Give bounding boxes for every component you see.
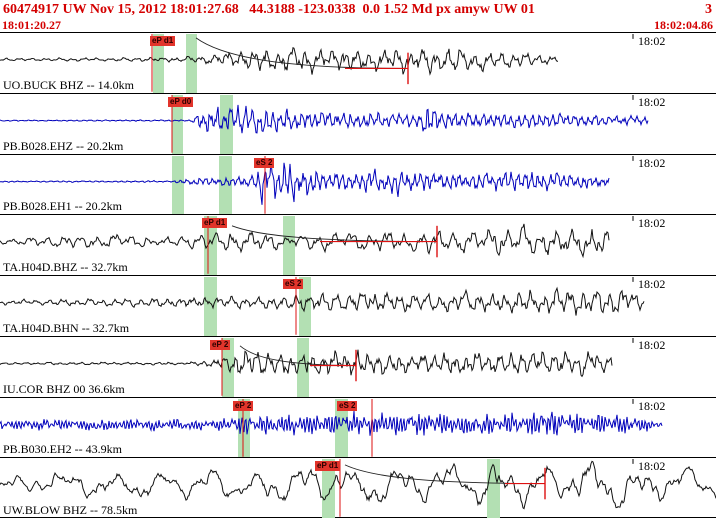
phase-pick-label[interactable]: eS 2 (283, 279, 304, 289)
waveform (0, 460, 716, 510)
event-header: 60474917 UW Nov 15, 2012 18:01:27.68 44.… (0, 0, 716, 18)
minute-label: 18:02 (638, 94, 666, 109)
trace-canvas[interactable] (0, 33, 716, 93)
phase-pick-label[interactable]: eP d0 (168, 96, 194, 107)
trace-row-7[interactable]: eP 2 eS 2 18:02 PB.B030.EH2 -- 43.9km (0, 396, 716, 458)
phase-window-band (172, 155, 184, 215)
trace-row-2[interactable]: eP d0 18:02 PB.B028.EHZ -- 20.2km (0, 92, 716, 154)
phase-window-band (172, 94, 183, 154)
phase-pick-label[interactable]: eP d1 (202, 218, 228, 229)
coda-decay-curve (231, 225, 438, 243)
event-summary: 60474917 UW Nov 15, 2012 18:01:27.68 44.… (3, 2, 535, 17)
phase-window-band (219, 155, 232, 215)
coda-decay-curve (344, 464, 546, 485)
trace-row-1[interactable]: eP d1 18:02 UO.BUCK BHZ -- 14.0km (0, 32, 716, 93)
waveform (0, 410, 663, 436)
phase-window-band (204, 216, 217, 275)
minute-label: 18:02 (638, 155, 666, 170)
trace-canvas[interactable] (0, 337, 716, 397)
minute-label: 18:02 (638, 216, 666, 231)
trace-row-4[interactable]: eP d1 18:02 TA.H04D.BHZ -- 32.7km (0, 214, 716, 275)
phase-window-band (283, 216, 295, 275)
trace-row-6[interactable]: eP 2 18:02 IU.COR BHZ 00 36.6km (0, 335, 716, 397)
station-label: TA.H04D.BHZ -- 32.7km (3, 260, 128, 274)
phase-window-band (297, 337, 309, 397)
window-end-time: 18:02:04.86 (654, 18, 713, 32)
phase-window-band (204, 277, 217, 336)
waveform (0, 159, 610, 205)
phase-pick-label[interactable]: eP 2 (233, 400, 254, 411)
phase-pick-label[interactable]: eP d1 (315, 461, 341, 472)
minute-label: 18:02 (638, 398, 666, 413)
event-header-count: 3 (705, 2, 712, 17)
station-label: IU.COR BHZ 00 36.6km (3, 381, 125, 396)
waveform (0, 286, 645, 316)
phase-window-band (335, 398, 348, 458)
coda-duration-marker[interactable] (320, 226, 438, 258)
waveform (0, 224, 610, 259)
coda-duration-marker[interactable] (345, 52, 409, 85)
phase-pick-label[interactable]: eP 2 (210, 339, 231, 350)
phase-pick-label[interactable]: eP d1 (150, 36, 176, 46)
station-label: UW.BLOW BHZ -- 78.5km (3, 503, 138, 517)
trace-row-8[interactable]: eP d1 18:02 UW.BLOW BHZ -- 78.5km (0, 457, 716, 518)
station-label: UO.BUCK BHZ -- 14.0km (3, 77, 134, 92)
station-label: TA.H04D.BHN -- 32.7km (3, 320, 130, 335)
station-label: PB.B028.EH1 -- 20.2km (3, 199, 123, 214)
waveform (0, 349, 613, 377)
phase-pick-label[interactable]: eS 2 (337, 400, 358, 411)
coda-duration-marker[interactable] (310, 349, 357, 382)
waveform (0, 47, 558, 76)
window-start-time: 18:01:20.27 (2, 18, 61, 32)
coda-duration-marker[interactable] (505, 468, 546, 500)
station-label: PB.B030.EH2 -- 43.9km (3, 442, 123, 457)
minute-label: 18:02 (638, 459, 666, 474)
waveform (0, 104, 649, 134)
trace-row-3[interactable]: eS 2 18:02 PB.B028.EH1 -- 20.2km (0, 153, 716, 215)
phase-window-band (186, 34, 197, 93)
station-label: PB.B028.EHZ -- 20.2km (3, 138, 124, 153)
phase-window-band (222, 337, 234, 397)
phase-window-band (322, 459, 335, 518)
phase-window-band (153, 34, 164, 93)
minute-label: 18:02 (638, 337, 666, 352)
traces-area: eP d1 18:02 UO.BUCK BHZ -- 14.0km eP d0 18:0… (0, 32, 716, 518)
minute-label: 18:02 (638, 277, 666, 291)
phase-pick-label[interactable]: eS 2 (254, 157, 275, 168)
trace-row-5[interactable]: eS 2 18:02 TA.H04D.BHN -- 32.7km (0, 275, 716, 336)
minute-label: 18:02 (638, 34, 666, 48)
